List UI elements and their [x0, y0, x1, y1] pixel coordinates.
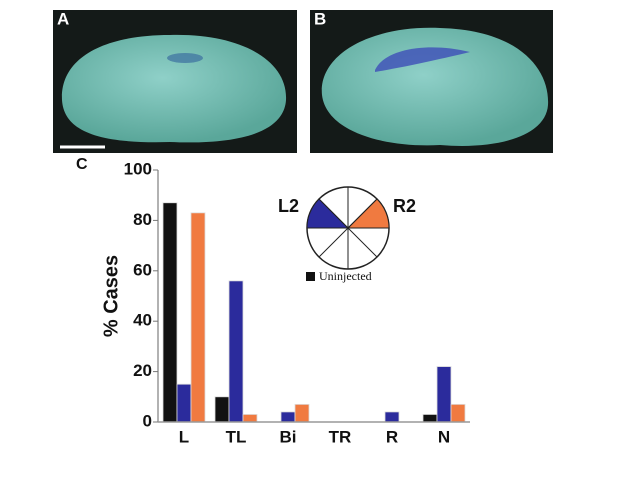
legend-label: R2	[393, 196, 416, 216]
panel-label: A	[57, 9, 69, 28]
embryo-b	[321, 27, 549, 146]
bar	[242, 414, 258, 423]
stain-a	[167, 53, 203, 63]
legend-label: L2	[278, 196, 299, 216]
y-axis-label: % Cases	[100, 255, 122, 337]
panel-label: B	[314, 9, 326, 28]
bar	[422, 414, 438, 423]
pie-legend: L2 R2 Uninjected	[278, 186, 416, 283]
y-tick-label: 0	[143, 411, 152, 430]
panel-label: C	[76, 156, 88, 173]
bar	[280, 411, 296, 423]
bar	[214, 396, 230, 423]
legend-swatch	[306, 272, 315, 281]
x-tick-label: TL	[226, 427, 247, 446]
bar	[436, 366, 452, 423]
y-tick-label: 20	[133, 361, 152, 380]
bar	[176, 383, 192, 423]
x-tick-label: TR	[329, 427, 352, 446]
y-tick-label: 40	[133, 311, 152, 330]
y-tick-label: 100	[124, 159, 152, 178]
bar	[190, 212, 206, 423]
bar	[450, 403, 466, 423]
bar	[294, 403, 310, 423]
x-tick-label: R	[386, 427, 398, 446]
bar	[162, 202, 178, 423]
embryo-a	[61, 34, 287, 143]
y-tick-label: 60	[133, 260, 152, 279]
y-tick-label: 80	[133, 210, 152, 229]
legend-label: Uninjected	[319, 269, 372, 283]
bar	[228, 280, 244, 423]
x-tick-label: L	[179, 427, 189, 446]
bar	[384, 411, 400, 423]
x-tick-label: Bi	[280, 427, 297, 446]
stain-b	[375, 47, 470, 72]
pie-line	[318, 198, 378, 258]
x-tick-label: N	[438, 427, 450, 446]
